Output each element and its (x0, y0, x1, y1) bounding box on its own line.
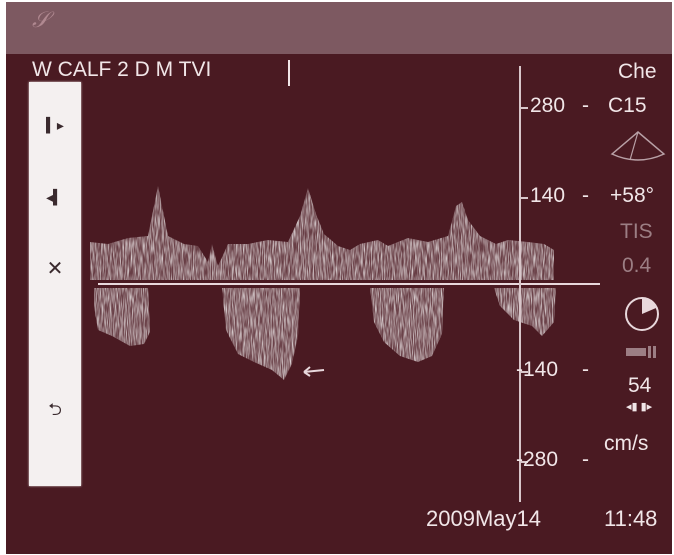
step-back-icon: ◂▍ (46, 188, 64, 205)
scale-label-280: 280 (530, 94, 566, 117)
side-toolbar: ▍▸ ◂▍ ✕ ⮌ (29, 82, 81, 486)
step-back-button[interactable]: ◂▍ (29, 182, 81, 212)
scale-label-neg280: -280 (516, 448, 559, 471)
tis-value: 0.4 (622, 254, 652, 277)
logo-icon: 𝒮 (32, 8, 50, 33)
scale-label-neg140: -140 (516, 358, 559, 381)
text-cursor (288, 60, 290, 86)
scale-dash: - (582, 448, 589, 471)
return-button[interactable]: ⮌ (29, 396, 81, 426)
close-icon: ✕ (46, 257, 64, 280)
angle-label: +58° (610, 184, 655, 207)
doppler-spectrum (90, 66, 600, 502)
mode-label: Che (618, 60, 657, 83)
ultrasound-screen: 𝒮 W CALF 2 D M TVI ▍▸ ◂▍ ✕ ⮌ (6, 2, 672, 554)
step-forward-button[interactable]: ▍▸ (29, 110, 81, 140)
step-forward-icon: ▍▸ (46, 116, 64, 133)
time-label: 11:48 (604, 506, 658, 531)
top-bar: 𝒮 (6, 2, 672, 54)
preset-label: C15 (608, 94, 647, 117)
tis-label: TIS (620, 220, 653, 243)
scale-dash: - (582, 184, 589, 207)
unit-label: cm/s (604, 432, 649, 455)
probe-label: W CALF 2 D M TVI (32, 58, 212, 81)
close-button[interactable]: ✕ (29, 253, 81, 283)
date-label: 2009May14 (426, 506, 541, 531)
gain-value: 54 (628, 374, 652, 397)
step-arrows-icon: ◂▮ ▮▸ (626, 401, 653, 413)
timer-icon (625, 297, 659, 331)
return-icon: ⮌ (48, 399, 62, 420)
sector-icon (610, 131, 666, 161)
plug-icon (626, 346, 656, 358)
scale-dash: - (582, 358, 589, 381)
scale-dash: - (582, 94, 589, 117)
scale-label-140: 140 (530, 184, 566, 207)
